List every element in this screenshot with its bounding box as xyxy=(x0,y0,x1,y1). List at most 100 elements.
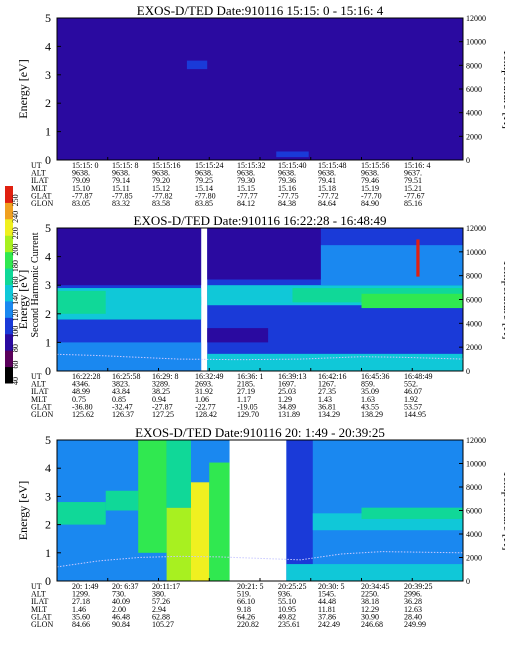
y-right-tick-label: 2000 xyxy=(466,343,482,352)
colorbar-swatch xyxy=(5,186,13,203)
row-value: 131.89 xyxy=(278,410,300,419)
heatmap-cell xyxy=(57,228,202,286)
y-tick-label: 3 xyxy=(45,68,51,82)
row-value: 15:15:40 xyxy=(278,161,306,170)
colorbar-tick-label: 80 xyxy=(11,344,20,352)
row-value: 249.99 xyxy=(404,620,426,629)
row-value: 35.09 xyxy=(361,387,379,396)
y-right-tick-label: 0 xyxy=(466,577,470,586)
spectrogram-panel-3: EXOS-D/TED Date:910116 20: 1:49 - 20:39:… xyxy=(16,425,505,629)
row-value: 128.42 xyxy=(195,410,217,419)
spectrogram-panel-2: EXOS-D/TED Date:910116 16:22:28 - 16:48:… xyxy=(16,213,505,419)
row-value: -77.77 xyxy=(237,191,258,200)
row-value: 85.16 xyxy=(404,199,422,208)
row-value: 38.18 xyxy=(361,597,379,606)
row-value: 4346. xyxy=(72,380,90,389)
row-value: 1.43 xyxy=(318,395,332,404)
y-right-tick-label: 6000 xyxy=(466,296,482,305)
row-value: 83.32 xyxy=(112,199,130,208)
row-label-glat: GLAT xyxy=(31,402,52,411)
row-value: 16:36: 1 xyxy=(237,372,263,381)
colorbar-tick-label: 180 xyxy=(11,260,20,272)
row-value: 1.29 xyxy=(278,395,292,404)
y-tick-label: 2 xyxy=(45,518,51,532)
heatmap-cell xyxy=(166,440,191,508)
row-label-mlt: MLT xyxy=(31,605,47,614)
row-label-ilat: ILAT xyxy=(31,387,48,396)
row-value: 15.14 xyxy=(195,184,213,193)
colorbar-tick-label: 100 xyxy=(11,326,20,338)
row-value: 2.00 xyxy=(112,605,126,614)
row-value: 16:22:28 xyxy=(72,372,100,381)
row-value: 15:15:48 xyxy=(318,161,346,170)
colorbar-tick-label: 200 xyxy=(11,244,20,256)
y-right-tick-label: 8000 xyxy=(466,483,482,492)
row-value: -77.72 xyxy=(318,191,339,200)
row-value: 129.70 xyxy=(237,410,259,419)
row-value: 1.63 xyxy=(361,395,375,404)
row-value: 730. xyxy=(112,590,126,599)
row-value: 127.25 xyxy=(152,410,174,419)
row-value: 144.95 xyxy=(404,410,426,419)
row-value: 20:21: 5 xyxy=(237,582,263,591)
y-tick-label: 3 xyxy=(45,278,51,292)
row-value: 16:25:58 xyxy=(112,372,140,381)
heatmap-cell xyxy=(113,296,202,306)
row-value: 79.36 xyxy=(278,176,296,185)
y-tick-label: 5 xyxy=(45,433,51,447)
y-tick-label: 1 xyxy=(45,335,51,349)
row-label-alt: ALT xyxy=(31,380,46,389)
row-value: 36.28 xyxy=(404,597,422,606)
row-value: 57.26 xyxy=(152,597,170,606)
row-value: 9638. xyxy=(112,169,130,178)
y-right-tick-label: 6000 xyxy=(466,85,482,94)
row-value: 16:45:36 xyxy=(361,372,389,381)
row-value: 79.25 xyxy=(195,176,213,185)
colorbar-tick-label: 160 xyxy=(11,277,20,289)
row-value: 84.90 xyxy=(361,199,379,208)
heatmap-cell xyxy=(138,440,167,553)
row-value: 15:15:16 xyxy=(152,161,180,170)
row-value: 27.18 xyxy=(72,597,90,606)
row-value: 40.09 xyxy=(112,597,130,606)
row-value: 16:29: 8 xyxy=(152,372,178,381)
y-tick-label: 4 xyxy=(45,250,51,264)
heatmap-cell xyxy=(286,440,313,581)
row-value: 49.82 xyxy=(278,612,296,621)
y-right-tick-label: 12000 xyxy=(466,436,486,445)
row-value: 31.92 xyxy=(195,387,213,396)
row-value: 15:15: 8 xyxy=(112,161,138,170)
heatmap-cell xyxy=(209,462,230,581)
row-value: 16:32:49 xyxy=(195,372,223,381)
row-value: 15:15:24 xyxy=(195,161,223,170)
y-axis-label: Energy [eV] xyxy=(16,270,30,329)
row-value: -77.85 xyxy=(112,191,133,200)
heatmap-cell xyxy=(276,151,309,158)
row-value: 16:48:49 xyxy=(404,372,432,381)
row-value: 66.10 xyxy=(237,597,255,606)
colorbar-label: Second Harmonic Current xyxy=(30,232,41,337)
row-value: 27.35 xyxy=(318,387,336,396)
row-value: 9638. xyxy=(278,169,296,178)
y-right-tick-label: 4000 xyxy=(466,319,482,328)
row-value: 20:30: 5 xyxy=(318,582,344,591)
row-value: -77.87 xyxy=(72,191,93,200)
y-tick-label: 1 xyxy=(45,546,51,560)
row-value: 859. xyxy=(361,380,375,389)
row-value: 84.66 xyxy=(72,620,90,629)
heatmap-cell xyxy=(320,245,463,286)
y-tick-label: 2 xyxy=(45,307,51,321)
y-right-tick-label: 4000 xyxy=(466,109,482,118)
row-value: 1.92 xyxy=(404,395,418,404)
row-value: 380. xyxy=(152,590,166,599)
row-value: 25.03 xyxy=(278,387,296,396)
row-value: 1299. xyxy=(72,590,90,599)
y-tick-label: 5 xyxy=(45,221,51,235)
row-label-ut: UT xyxy=(31,582,42,591)
row-value: 0.85 xyxy=(112,395,126,404)
y-right-tick-label: 10000 xyxy=(466,38,486,47)
row-value: 9638. xyxy=(72,169,90,178)
row-value: 15.21 xyxy=(404,184,422,193)
row-value: 15:15:56 xyxy=(361,161,389,170)
